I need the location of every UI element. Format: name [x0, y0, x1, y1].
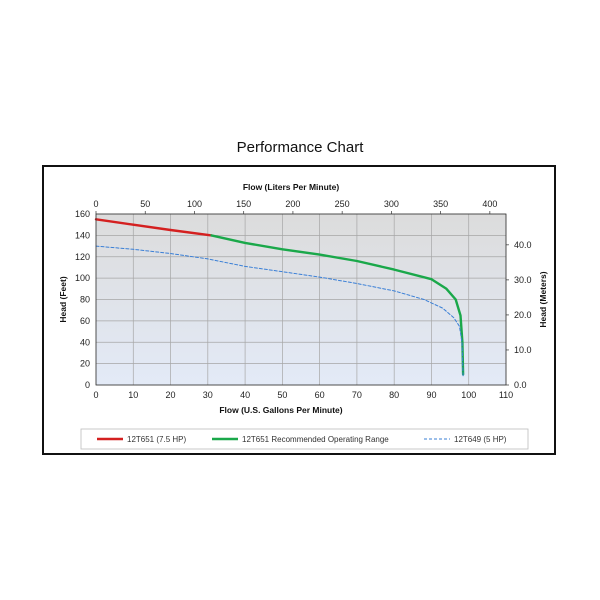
tick-labels: 0 10 20 30 40 50 60 70 80 90 100 110 0 20 40 60 80 100 120… — [75, 199, 532, 400]
legend-label: 12T651 (7.5 HP) — [127, 435, 186, 444]
plot-border — [95, 213, 507, 386]
x2-tick-label: 100 — [187, 199, 202, 209]
x2-axis-title: Flow (Liters Per Minute) — [243, 182, 340, 192]
series-line-1 — [94, 218, 213, 237]
y2-tick-label: 0.0 — [514, 380, 527, 390]
x-tick-label: 20 — [166, 390, 176, 400]
y-tick-label: 60 — [80, 316, 90, 326]
legend — [80, 428, 529, 450]
x-tick-label: 50 — [277, 390, 287, 400]
y2-axis-title: Head (Meters) — [538, 271, 548, 327]
x-tick-label: 60 — [315, 390, 325, 400]
x-tick-label: 100 — [461, 390, 476, 400]
x2-tick-label: 0 — [93, 199, 98, 209]
y-tick-label: 100 — [75, 273, 90, 283]
series-layer — [94, 218, 465, 377]
legend-label: 12T651 Recommended Operating Range — [242, 435, 389, 444]
y2-tick-label: 40.0 — [514, 240, 532, 250]
y2-tick-label: 20.0 — [514, 310, 532, 320]
x2-tick-label: 150 — [236, 199, 251, 209]
x2-tick-label: 400 — [482, 199, 497, 209]
y-tick-label: 140 — [75, 230, 90, 240]
x-tick-label: 0 — [93, 390, 98, 400]
x2-tick-label: 50 — [140, 199, 150, 209]
y2-tick-label: 10.0 — [514, 345, 532, 355]
x2-tick-label: 300 — [384, 199, 399, 209]
series-line-2 — [210, 234, 465, 376]
x2-tick-label: 350 — [433, 199, 448, 209]
legend-items: 12T651 (7.5 HP) 12T651 Recommended Operat… — [97, 435, 507, 444]
series-line-3 — [95, 245, 464, 377]
y-tick-label: 120 — [75, 252, 90, 262]
x-tick-label: 40 — [240, 390, 250, 400]
y-tick-label: 80 — [80, 295, 90, 305]
x-tick-label: 80 — [389, 390, 399, 400]
legend-label: 12T649 (5 HP) — [454, 435, 507, 444]
x-tick-label: 70 — [352, 390, 362, 400]
x2-tick-label: 250 — [335, 199, 350, 209]
x-tick-label: 30 — [203, 390, 213, 400]
y-tick-label: 20 — [80, 359, 90, 369]
x-tick-label: 10 — [128, 390, 138, 400]
page-title: Performance Chart — [236, 139, 364, 156]
x2-tick-label: 200 — [285, 199, 300, 209]
x-tick-label: 110 — [499, 390, 513, 400]
y-tick-label: 160 — [75, 209, 90, 219]
x-axis-title: Flow (U.S. Gallons Per Minute) — [219, 405, 342, 415]
y-tick-label: 40 — [80, 337, 90, 347]
y-tick-label: 0 — [85, 380, 90, 390]
x-tick-label: 90 — [426, 390, 436, 400]
y-axis-title: Head (Feet) — [58, 276, 68, 322]
y2-tick-label: 30.0 — [514, 275, 532, 285]
